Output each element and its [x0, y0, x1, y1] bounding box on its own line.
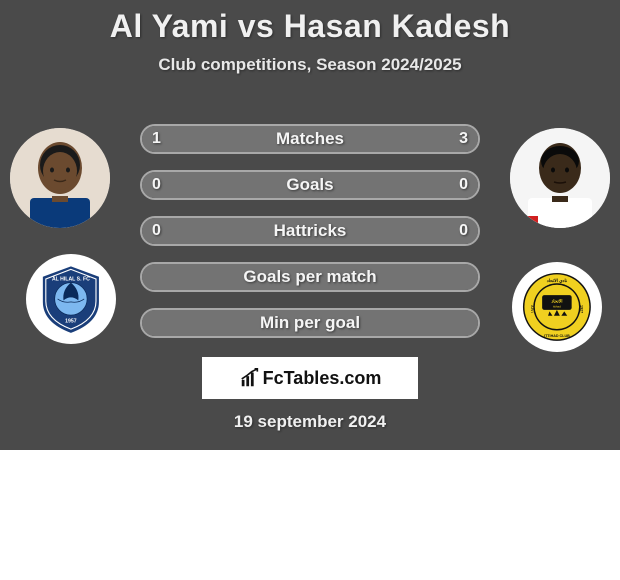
- footer-date: 19 september 2024: [0, 412, 620, 432]
- stat-value-right: 0: [459, 176, 468, 194]
- white-area: [0, 450, 620, 580]
- player2-club-badge: الاتحاد ittihad نادي الاتحاد ITTIHAD CLU…: [512, 262, 602, 352]
- player1-avatar: [10, 128, 110, 228]
- stat-label: Goals per match: [243, 267, 376, 287]
- stat-value-left: 0: [152, 176, 161, 194]
- svg-text:1957: 1957: [65, 319, 77, 325]
- svg-text:ITTIHAD CLUB: ITTIHAD CLUB: [544, 334, 570, 338]
- stat-value-left: 0: [152, 222, 161, 240]
- stat-label: Matches: [276, 129, 344, 149]
- stat-value-left: 1: [152, 130, 161, 148]
- svg-text:ittihad: ittihad: [553, 305, 561, 309]
- svg-text:الاتحاد: الاتحاد: [551, 299, 562, 304]
- stat-row-min-per-goal: Min per goal: [140, 308, 480, 338]
- comparison-card: Al Yami vs Hasan Kadesh Club competition…: [0, 0, 620, 450]
- page-title: Al Yami vs Hasan Kadesh: [0, 0, 620, 45]
- subtitle: Club competitions, Season 2024/2025: [0, 55, 620, 75]
- brand-text: FcTables.com: [263, 368, 382, 389]
- chart-icon: [239, 367, 261, 389]
- stat-fill-right: [226, 126, 478, 152]
- stat-label: Min per goal: [260, 313, 360, 333]
- stat-row-matches: 1 Matches 3: [140, 124, 480, 154]
- svg-text:١٩٢٧: ١٩٢٧: [530, 304, 534, 313]
- stat-value-right: 0: [459, 222, 468, 240]
- svg-text:1927: 1927: [580, 305, 584, 313]
- stats-container: 1 Matches 3 0 Goals 0 0 Hattricks 0 Goal…: [140, 124, 480, 354]
- stat-row-goals-per-match: Goals per match: [140, 262, 480, 292]
- stat-row-goals: 0 Goals 0: [140, 170, 480, 200]
- stat-row-hattricks: 0 Hattricks 0: [140, 216, 480, 246]
- stat-label: Goals: [286, 175, 333, 195]
- player1-club-badge: AL HILAL S. FC 1957: [26, 254, 116, 344]
- svg-text:AL HILAL S. FC: AL HILAL S. FC: [52, 277, 90, 283]
- stat-label: Hattricks: [274, 221, 347, 241]
- stat-value-right: 3: [459, 130, 468, 148]
- brand-box: FcTables.com: [202, 357, 418, 399]
- player2-avatar: [510, 128, 610, 228]
